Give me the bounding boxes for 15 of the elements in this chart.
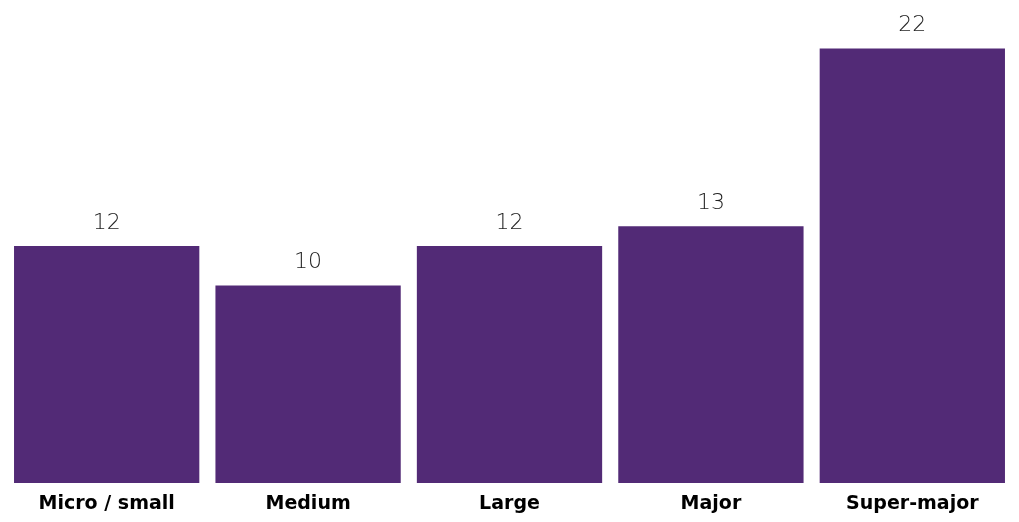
x-tick-label: Super-major bbox=[846, 490, 980, 513]
data-label: 12 bbox=[92, 208, 121, 234]
bar bbox=[215, 285, 401, 483]
bar bbox=[819, 48, 1005, 483]
x-tick-label: Medium bbox=[265, 490, 351, 513]
x-tick-label: Large bbox=[479, 490, 540, 513]
data-label: 12 bbox=[495, 208, 524, 234]
data-label: 10 bbox=[294, 248, 323, 274]
x-tick-label: Micro / small bbox=[38, 490, 175, 513]
x-tick-label: Major bbox=[680, 490, 742, 513]
bar bbox=[14, 245, 200, 483]
bar bbox=[618, 226, 804, 483]
data-label: 22 bbox=[898, 11, 927, 37]
bar bbox=[416, 245, 603, 483]
data-label: 13 bbox=[696, 189, 725, 215]
